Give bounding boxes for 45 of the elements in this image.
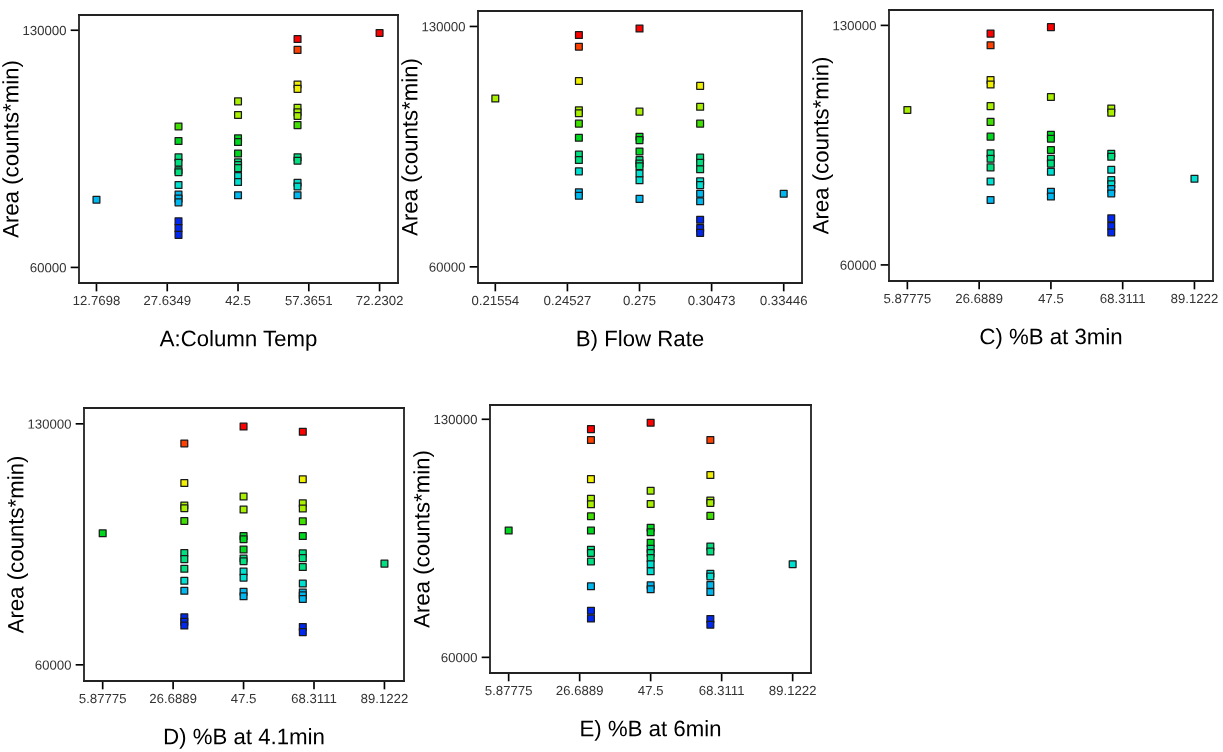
y-tick-label: 60000 xyxy=(35,660,71,670)
y-tick-label: 130000 xyxy=(28,419,71,429)
y-axis-title: Area (counts*min) xyxy=(7,456,28,634)
x-tick-label: 26.6889 xyxy=(149,693,197,704)
x-axis-title: E) %B at 6min xyxy=(581,720,721,741)
y-tick-label: 60000 xyxy=(429,262,465,272)
x-tick-label: 0.24527 xyxy=(544,295,591,306)
x-tick-label: 68.3111 xyxy=(1100,293,1145,304)
x-axis-title: D) %B at 4.1min xyxy=(164,728,324,749)
x-tick-label: 47.5 xyxy=(1038,293,1064,304)
x-tick-label: 5.87775 xyxy=(485,685,532,696)
y-tick-label: 130000 xyxy=(833,20,876,31)
x-tick-label: 89.1222 xyxy=(1171,293,1218,304)
x-tick-label: 0.21554 xyxy=(471,295,519,306)
x-tick-label: 89.1222 xyxy=(361,693,408,704)
x-tick-label: 72.2302 xyxy=(356,295,403,306)
y-tick-label: 130000 xyxy=(434,414,477,425)
y-tick-label: 130000 xyxy=(422,22,465,32)
x-tick-label: 57.3651 xyxy=(285,295,333,306)
x-tick-label: 27.6349 xyxy=(144,295,191,306)
x-axis-title: C) %B at 3min xyxy=(980,328,1122,349)
x-tick-label: 68.3111 xyxy=(699,685,744,696)
x-tick-label: 12.7698 xyxy=(73,295,120,306)
x-tick-label: 5.87775 xyxy=(884,293,931,304)
x-tick-label: 0.30473 xyxy=(688,295,735,306)
x-axis-title: A:Column Temp xyxy=(159,330,317,351)
x-tick-label: 26.6889 xyxy=(955,293,1003,304)
y-axis-title: Area (counts*min) xyxy=(413,451,434,628)
x-tick-label: 47.5 xyxy=(638,685,663,696)
x-tick-label: 26.6889 xyxy=(556,685,603,696)
y-tick-label: 60000 xyxy=(441,652,477,663)
y-tick-label: 60000 xyxy=(840,260,876,270)
x-axis-title: B) Flow Rate xyxy=(577,330,704,351)
x-tick-label: 68.3111 xyxy=(291,693,337,704)
y-axis-title: Area (counts*min) xyxy=(2,61,23,238)
x-tick-label: 47.5 xyxy=(231,693,256,704)
x-tick-label: 42.5 xyxy=(225,295,251,306)
x-tick-label: 0.33446 xyxy=(760,295,807,306)
y-tick-label: 130000 xyxy=(23,25,66,36)
y-tick-label: 60000 xyxy=(30,262,66,273)
x-tick-label: 89.1222 xyxy=(769,685,816,696)
y-axis-title: Area (counts*min) xyxy=(812,57,833,235)
y-axis-title: Area (counts*min) xyxy=(401,59,422,236)
x-tick-label: 5.87775 xyxy=(79,693,126,704)
x-tick-label: 0.275 xyxy=(623,295,656,306)
